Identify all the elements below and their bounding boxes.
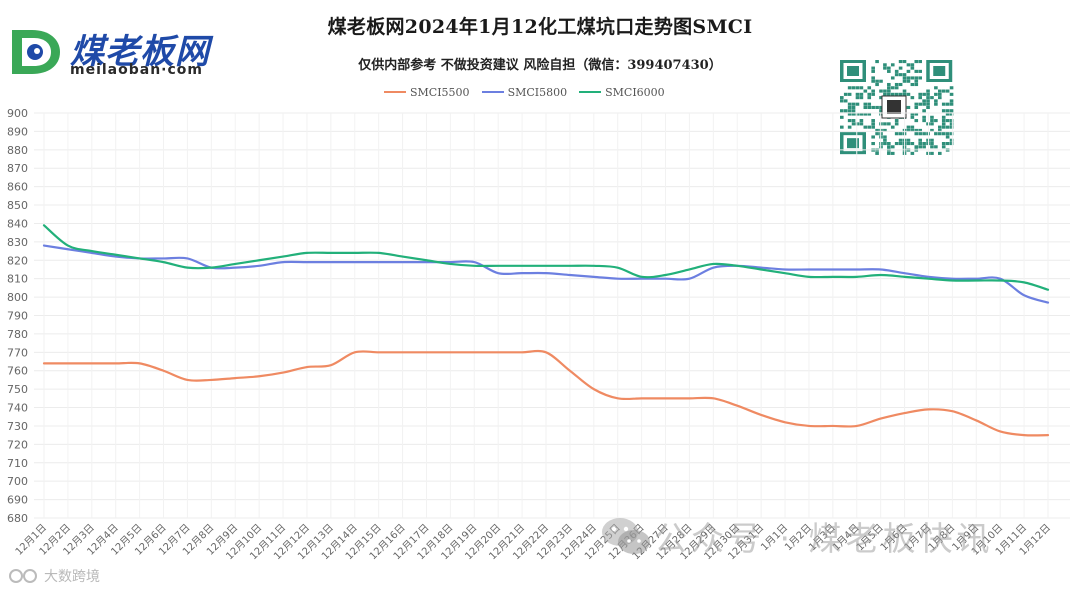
- y-tick-label: 710: [7, 457, 28, 470]
- chart-subtitle: 仅供内部参考 不做投资建议 风险自担（微信：399407430）: [358, 58, 722, 73]
- dashu-logo-icon: [9, 569, 37, 583]
- y-tick-label: 790: [7, 310, 28, 323]
- watermark-right-text: 公众号 · 煤老板快讯: [654, 519, 994, 558]
- legend-label: SMCI5500: [410, 85, 470, 99]
- y-tick-label: 860: [7, 181, 28, 194]
- legend-item-smci5500[interactable]: SMCI5500: [384, 86, 470, 99]
- legend-swatch: [579, 91, 602, 93]
- legend-label: SMCI6000: [605, 85, 665, 99]
- logo-english-text: meilaoban·com: [70, 62, 204, 78]
- y-tick-label: 800: [7, 291, 28, 304]
- y-tick-label: 820: [7, 254, 28, 267]
- y-tick-label: 780: [7, 328, 28, 341]
- legend-swatch: [481, 91, 504, 93]
- y-tick-label: 680: [7, 512, 28, 525]
- y-tick-label: 740: [7, 402, 28, 415]
- series-line-smci5500: [42, 349, 1050, 437]
- y-tick-label: 690: [7, 494, 28, 507]
- y-tick-label: 900: [7, 107, 28, 120]
- y-tick-label: 830: [7, 236, 28, 249]
- y-tick-label: 840: [7, 217, 28, 230]
- y-tick-label: 730: [7, 420, 28, 433]
- legend-swatch: [384, 91, 406, 93]
- y-tick-label: 760: [7, 365, 28, 378]
- y-tick-label: 700: [7, 475, 28, 488]
- logo-chinese-text: 煤老板网: [70, 32, 210, 72]
- legend-item-smci5800[interactable]: SMCI5800: [481, 85, 568, 99]
- chart-title: 煤老板网2024年1月12化工煤坑口走势图SMCI: [327, 16, 753, 38]
- y-tick-label: 880: [7, 144, 28, 157]
- chart-legend: SMCI5500 SMCI5800 SMCI6000: [384, 84, 677, 100]
- legend-label: SMCI5800: [507, 85, 568, 99]
- y-tick-label: 770: [7, 346, 28, 359]
- y-tick-label: 750: [7, 383, 28, 396]
- y-tick-label: 870: [7, 162, 28, 175]
- y-tick-label: 850: [7, 199, 28, 212]
- y-tick-label: 720: [7, 438, 28, 451]
- series-line-smci6000: [42, 224, 1050, 291]
- logo-emblem-icon: [12, 30, 60, 74]
- wechat-icon: [602, 518, 650, 554]
- watermark-left: 大数跨境: [8, 566, 100, 586]
- watermark-left-text: 大数跨境: [44, 569, 100, 585]
- legend-item-smci6000[interactable]: SMCI6000: [579, 86, 665, 99]
- watermark-right: 公众号 · 煤老板快讯: [598, 512, 993, 560]
- meilaoban-logo: 煤老板网 meilaoban·com: [8, 22, 253, 82]
- y-tick-label: 810: [7, 273, 28, 286]
- y-tick-label: 890: [7, 125, 28, 138]
